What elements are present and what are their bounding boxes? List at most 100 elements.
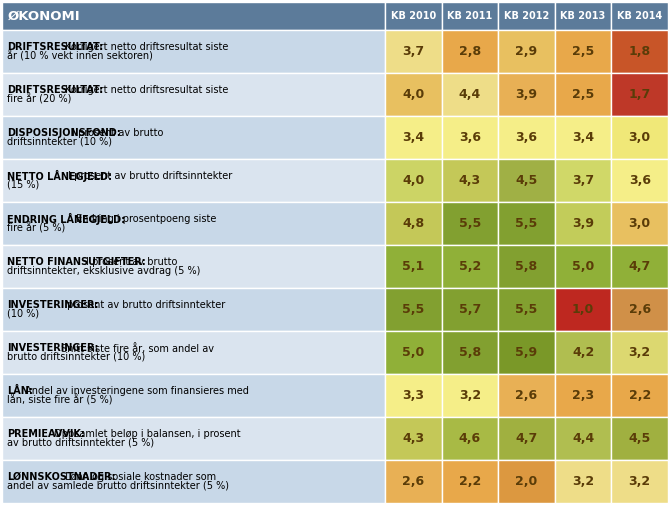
Bar [612,460,668,503]
Text: 4,5: 4,5 [628,432,651,445]
Bar [442,460,498,503]
Text: 5,5: 5,5 [402,303,424,316]
Text: PREMIEAVVIK:: PREMIEAVVIK: [7,429,85,439]
Text: 4,7: 4,7 [628,260,651,273]
Text: 2,3: 2,3 [572,389,594,402]
Text: 5,2: 5,2 [459,260,481,273]
Text: DRIFTSRESULTAT:: DRIFTSRESULTAT: [7,42,103,52]
Bar [442,159,498,202]
Bar [442,245,498,288]
Text: 2,2: 2,2 [628,389,651,402]
Bar [555,417,612,460]
Bar [2,2,385,30]
Bar [555,245,612,288]
Text: 4,0: 4,0 [402,88,424,101]
Text: andel av samlede brutto driftsinntekter (5 %): andel av samlede brutto driftsinntekter … [7,481,229,491]
Bar [498,73,555,116]
Text: 4,3: 4,3 [402,432,424,445]
Text: 4,8: 4,8 [402,217,424,230]
Text: ØKONOMI: ØKONOMI [8,10,80,23]
Text: 1,7: 1,7 [628,88,651,101]
Text: 3,0: 3,0 [628,131,651,144]
Bar [2,417,385,460]
Text: 2,2: 2,2 [459,475,481,488]
Bar [498,417,555,460]
Text: 5,5: 5,5 [515,217,537,230]
Text: (10 %): (10 %) [7,309,39,319]
Text: 3,3: 3,3 [402,389,424,402]
Bar [2,30,385,73]
Bar [498,245,555,288]
Text: I prosent av brutto driftsinntekter: I prosent av brutto driftsinntekter [65,171,232,181]
Text: NETTO FINANSUTGIFTER:: NETTO FINANSUTGIFTER: [7,257,146,267]
Text: 1,0: 1,0 [572,303,594,316]
Text: lån, siste fire år (5 %): lån, siste fire år (5 %) [7,394,113,406]
Bar [498,374,555,417]
Text: 5,8: 5,8 [515,260,537,273]
Text: NETTO LÅNEGJELD:: NETTO LÅNEGJELD: [7,170,112,182]
Bar [442,417,498,460]
Bar [555,202,612,245]
Bar [555,331,612,374]
Bar [385,2,442,30]
Bar [442,116,498,159]
Bar [612,288,668,331]
Bar [385,202,442,245]
Text: 4,6: 4,6 [459,432,481,445]
Text: 5,5: 5,5 [459,217,481,230]
Text: 4,3: 4,3 [459,174,481,187]
Bar [555,374,612,417]
Bar [498,30,555,73]
Text: 3,4: 3,4 [572,131,594,144]
Text: KB 2011: KB 2011 [448,11,492,21]
Text: 4,2: 4,2 [572,346,594,359]
Bar [385,159,442,202]
Text: I prosent av brutto: I prosent av brutto [84,257,178,267]
Text: år (10 % vekt innen sektoren): år (10 % vekt innen sektoren) [7,50,153,62]
Text: 1,8: 1,8 [628,45,651,58]
Text: 2,5: 2,5 [572,88,594,101]
Text: 5,0: 5,0 [572,260,594,273]
Text: Korrigert netto driftsresultat siste: Korrigert netto driftsresultat siste [62,42,228,52]
Text: Snitt siste fire år, som andel av: Snitt siste fire år, som andel av [58,343,214,354]
Text: DISPOSISJONSFOND:: DISPOSISJONSFOND: [7,128,121,138]
Bar [2,288,385,331]
Bar [2,116,385,159]
Bar [498,116,555,159]
Bar [498,2,555,30]
Text: ENDRING LÅNEGJELD:: ENDRING LÅNEGJELD: [7,213,125,225]
Text: 2,6: 2,6 [402,475,424,488]
Bar [385,417,442,460]
Text: 5,7: 5,7 [459,303,481,316]
Text: 3,9: 3,9 [572,217,594,230]
Bar [442,73,498,116]
Text: driftsinntekter (10 %): driftsinntekter (10 %) [7,137,112,147]
Bar [2,374,385,417]
Text: 3,9: 3,9 [515,88,537,101]
Bar [2,202,385,245]
Text: 3,2: 3,2 [572,475,594,488]
Text: 2,9: 2,9 [515,45,537,58]
Text: 4,7: 4,7 [515,432,537,445]
Bar [442,288,498,331]
Text: 2,6: 2,6 [628,303,651,316]
Text: 4,0: 4,0 [402,174,424,187]
Text: I prosent av brutto: I prosent av brutto [69,128,163,138]
Bar [385,245,442,288]
Text: Andel av investeringene som finansieres med: Andel av investeringene som finansieres … [21,386,249,396]
Text: KB 2010: KB 2010 [391,11,436,21]
Bar [385,331,442,374]
Text: Oppsamlet beløp i balansen, i prosent: Oppsamlet beløp i balansen, i prosent [51,429,241,439]
Text: 5,1: 5,1 [402,260,424,273]
Bar [385,73,442,116]
Text: 4,4: 4,4 [459,88,481,101]
Text: 3,7: 3,7 [572,174,594,187]
Text: 2,8: 2,8 [459,45,481,58]
Text: fire år (5 %): fire år (5 %) [7,222,65,234]
Text: KB 2013: KB 2013 [561,11,606,21]
Text: 5,5: 5,5 [515,303,537,316]
Bar [612,417,668,460]
Text: 3,7: 3,7 [402,45,424,58]
Text: DRIFTSRESULTAT:: DRIFTSRESULTAT: [7,85,103,95]
Text: 4,4: 4,4 [572,432,594,445]
